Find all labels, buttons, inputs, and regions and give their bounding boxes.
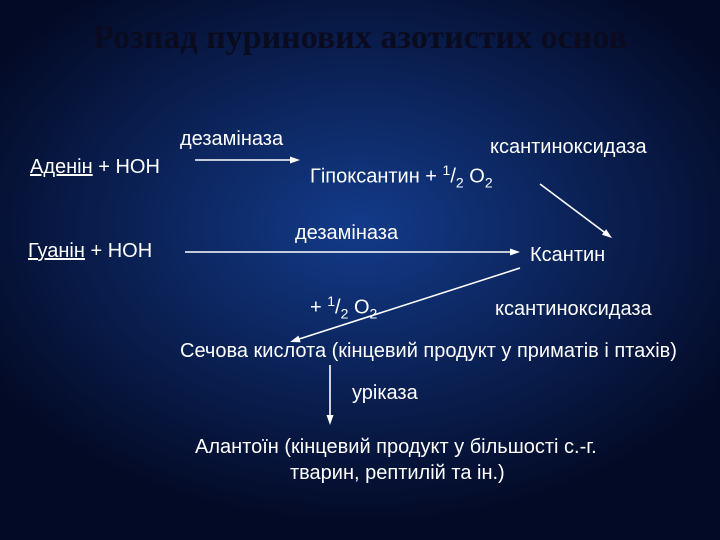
arrow-hypoxanthine-xanthine-head <box>602 229 612 238</box>
label-xanthine: Ксантин <box>530 244 605 267</box>
label-uricase: уріказа <box>352 382 418 405</box>
label-xanthine-oxidase-2: ксантиноксидаза <box>495 298 652 321</box>
label-allantoin-2: тварин, рептилій та ін.) <box>290 462 505 485</box>
label-adenine: Аденін + НОН <box>30 156 160 179</box>
label-xanthine-oxidase-1: ксантиноксидаза <box>490 136 647 159</box>
label-uric-acid: Сечова кислота (кінцевий продукт у прима… <box>180 340 677 363</box>
label-guanine: Гуанін + НОН <box>28 240 152 263</box>
label-half-o2: + 1/2 О2 <box>310 293 377 322</box>
arrow-uric-allantoin-head <box>327 415 334 425</box>
arrows-layer <box>0 0 720 540</box>
slide-title: Розпад пуринових азотистих основ <box>0 18 720 59</box>
label-deaminase-1: дезаміназа <box>180 128 283 151</box>
arrow-hypoxanthine-xanthine <box>540 184 607 234</box>
label-hypoxanthine: Гіпоксантин + 1/2 О2 <box>310 162 493 191</box>
arrow-adenine-hypoxanthine-head <box>290 157 300 164</box>
label-allantoin-1: Алантоїн (кінцевий продукт у більшості с… <box>195 436 597 459</box>
arrow-guanine-xanthine-head <box>510 249 520 256</box>
label-deaminase-2: дезаміназа <box>295 222 398 245</box>
